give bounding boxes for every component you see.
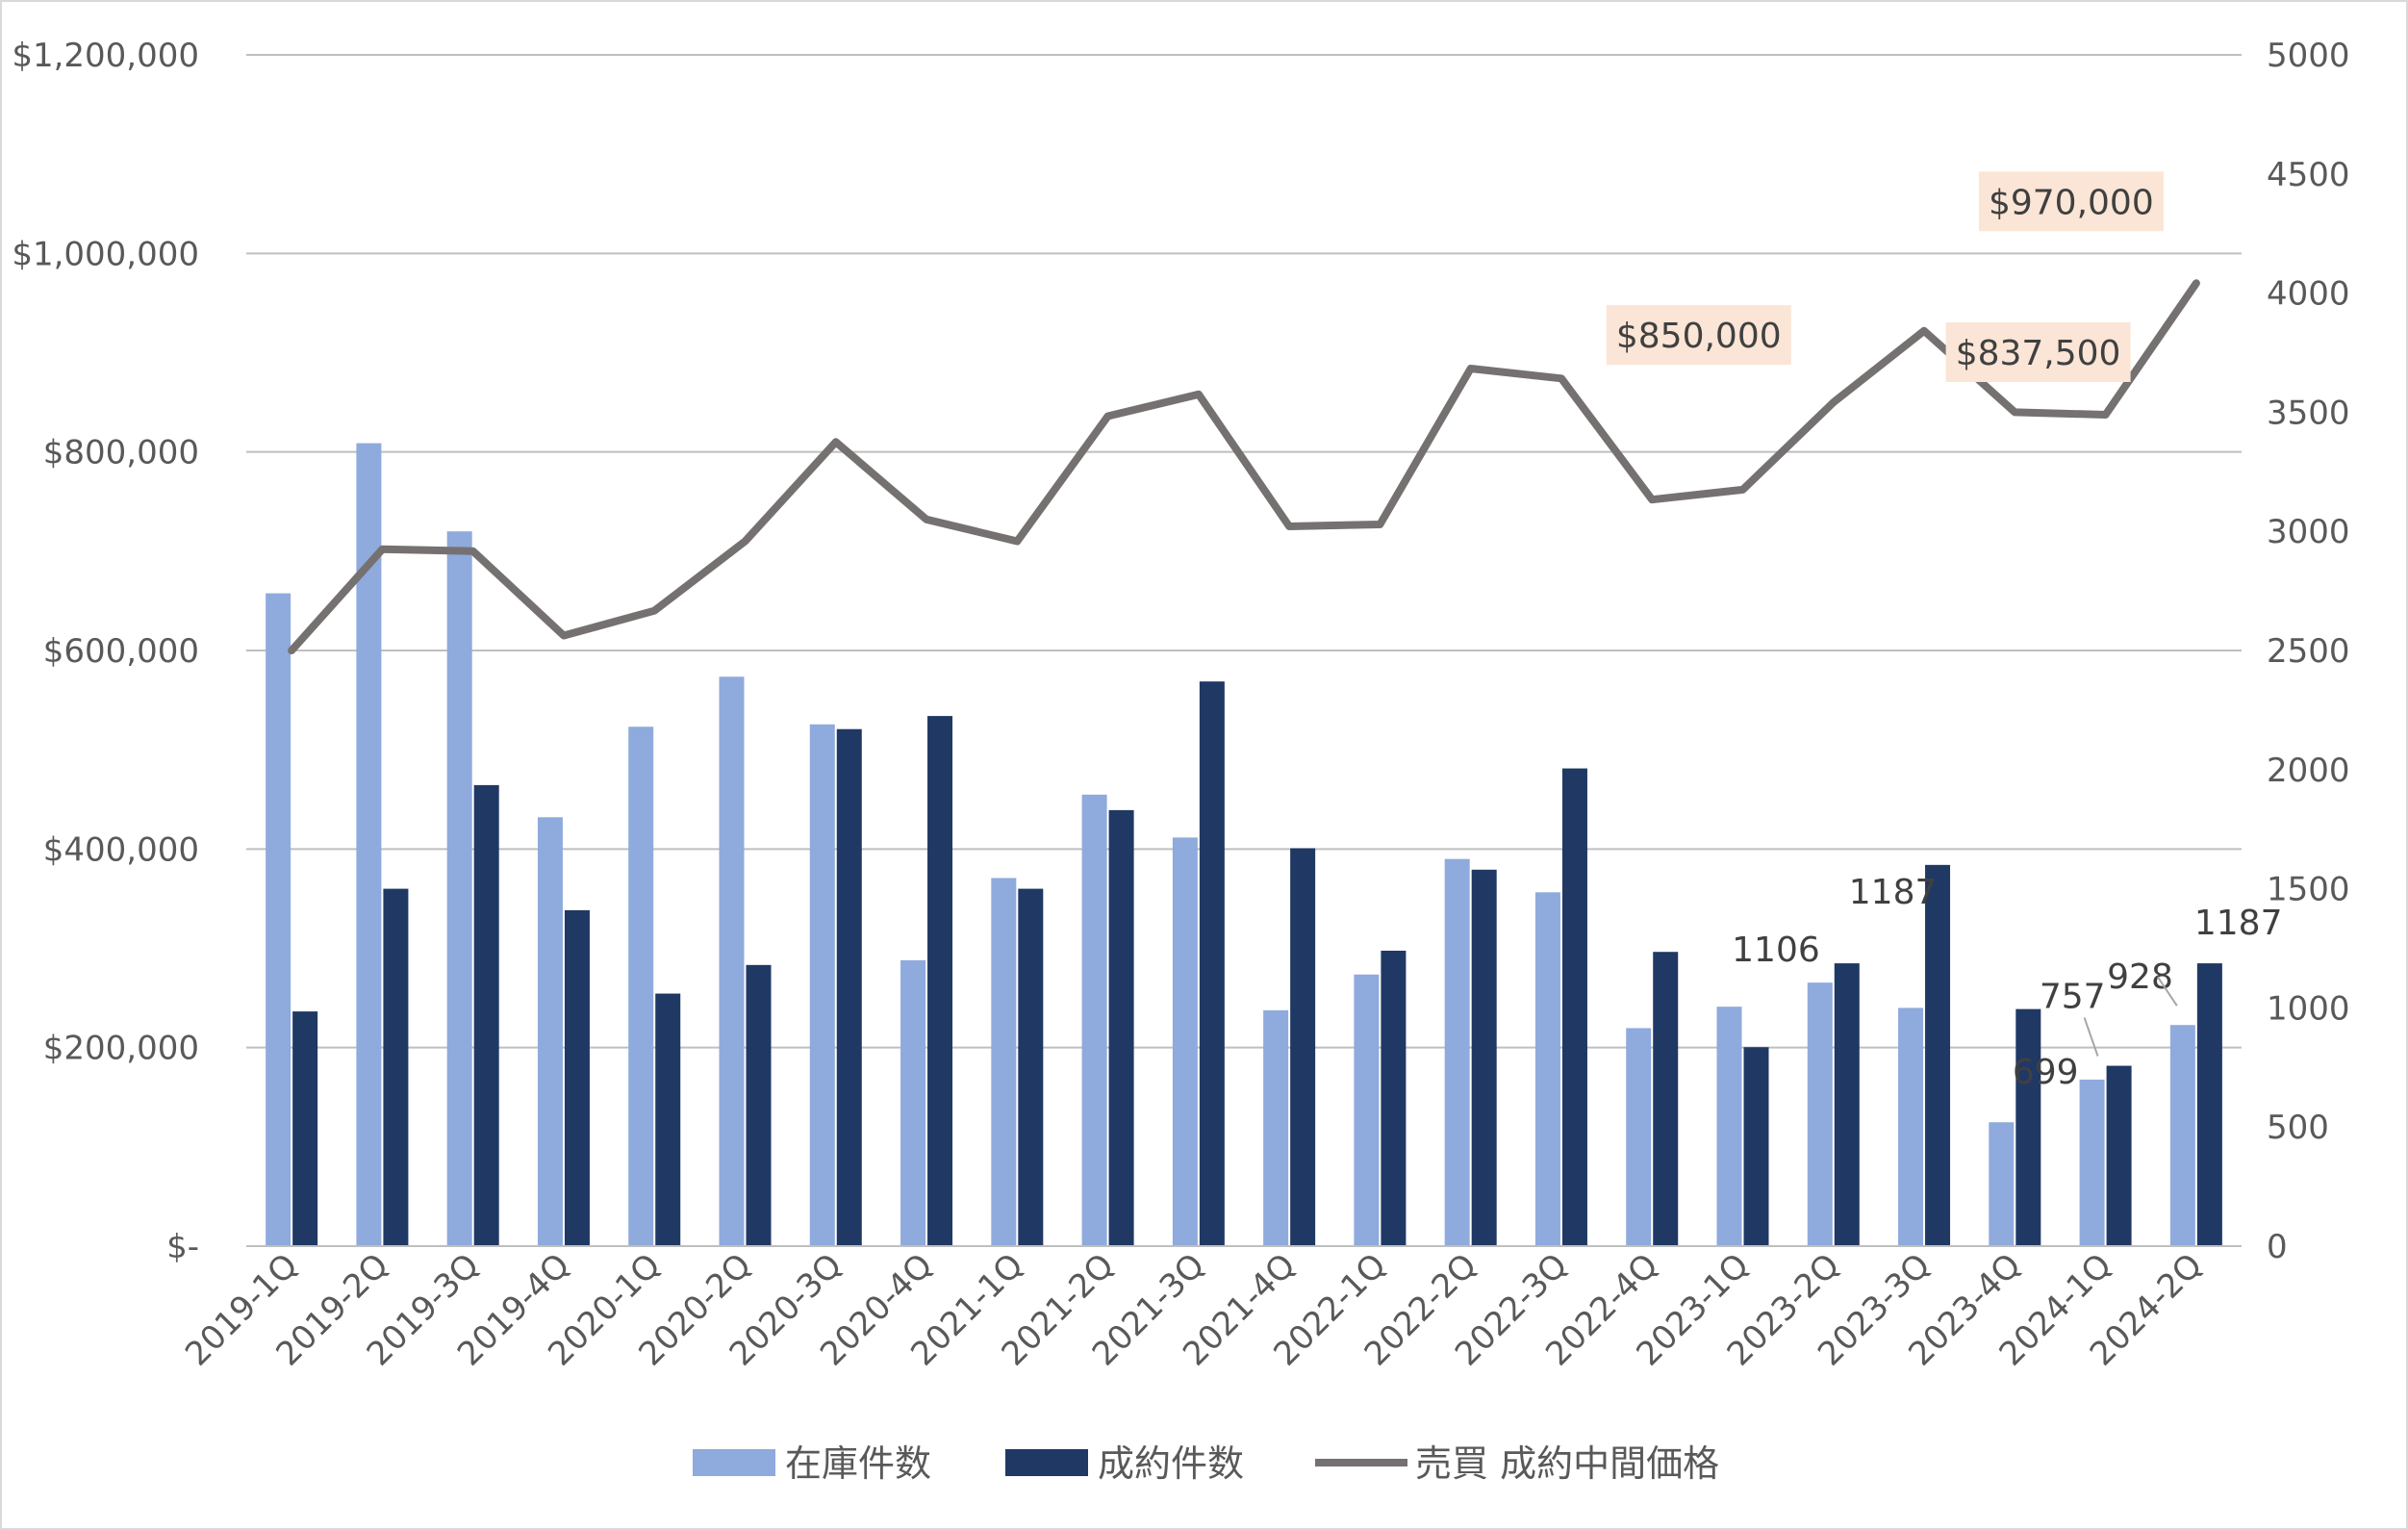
bar-inventory-2020-4Q <box>900 959 926 1246</box>
median-price-line <box>288 279 2200 654</box>
right-axis-tick-label: 4000 <box>2267 275 2350 314</box>
right-axis-tick-label: 1000 <box>2267 989 2350 1028</box>
bar-closed-2019-3Q <box>473 784 499 1246</box>
bar-closed-2021-2Q <box>1108 809 1134 1246</box>
bar-inventory-2021-4Q <box>1263 1009 1289 1246</box>
bar-closed-2020-3Q <box>836 728 862 1246</box>
left-axis-tick-label: $1,000,000 <box>12 235 199 273</box>
bar-closed-2021-3Q <box>1199 681 1225 1246</box>
bar-closed-2022-2Q <box>1471 869 1497 1246</box>
bar-closed-2020-4Q <box>927 716 953 1246</box>
right-axis-tick-label: 2500 <box>2267 632 2350 671</box>
price-callout-label: $970,000 <box>1989 183 2154 222</box>
bar-closed-2021-1Q <box>1018 888 1044 1246</box>
left-axis-tick-label: $- <box>166 1228 199 1266</box>
count-data-label: 757 <box>2040 978 2106 1017</box>
bar-inventory-2019-1Q <box>266 593 291 1246</box>
bar-inventory-2023-3Q <box>1898 1007 1924 1246</box>
legend-entry-label: 売買 成約中間価格 <box>1415 1442 1719 1485</box>
price-callout-label: $837,500 <box>1956 334 2121 373</box>
bar-inventory-2023-1Q <box>1716 1007 1742 1246</box>
left-axis-tick-label: $600,000 <box>43 632 199 671</box>
bar-closed-2020-1Q <box>655 993 681 1246</box>
bar-closed-2023-4Q <box>2015 1008 2041 1246</box>
bar-inventory-2023-4Q <box>1989 1122 2015 1246</box>
leader-line <box>2083 1017 2099 1057</box>
count-data-label: 699 <box>2013 1053 2079 1092</box>
right-axis-tick-label: 5000 <box>2267 37 2350 75</box>
bar-inventory-2021-2Q <box>1081 794 1107 1246</box>
count-data-label: 1187 <box>1849 873 1938 912</box>
bar-inventory-2024-1Q <box>2079 1079 2105 1246</box>
leader-line <box>2157 976 2178 1007</box>
price-callout-label: $850,000 <box>1616 317 1782 356</box>
right-axis-tick-label: 0 <box>2267 1228 2288 1266</box>
bar-closed-2020-2Q <box>746 964 772 1246</box>
bar-closed-2022-1Q <box>1381 950 1407 1246</box>
legend-entry-label: 成約件数 <box>1098 1442 1244 1485</box>
bar-series <box>266 443 2222 1246</box>
bar-closed-2021-4Q <box>1290 848 1316 1246</box>
price-callout-box <box>1978 171 2164 232</box>
left-axis-tick-label: $1,200,000 <box>12 37 199 75</box>
price-callout-box <box>1945 321 2131 382</box>
bar-closed-2023-2Q <box>1834 963 1860 1246</box>
bar-closed-2019-4Q <box>564 909 590 1246</box>
price-callout-box <box>1606 305 1791 366</box>
legend: 在庫件数 成約件数 売買 成約中間価格 <box>693 1442 1719 1485</box>
bar-closed-2019-2Q <box>383 888 409 1246</box>
right-axis-tick-label: 500 <box>2267 1109 2329 1147</box>
bar-inventory-2022-2Q <box>1444 858 1470 1246</box>
bar-closed-2024-1Q <box>2106 1065 2132 1246</box>
left-axis-tick-label: $200,000 <box>43 1030 199 1068</box>
bar-inventory-2021-1Q <box>991 878 1017 1246</box>
right-axis-tick-label: 1500 <box>2267 871 2350 909</box>
bar-closed-2022-4Q <box>1653 952 1679 1246</box>
left-axis-tick-label: $800,000 <box>43 434 199 472</box>
right-axis-tick-label: 3500 <box>2267 394 2350 432</box>
count-data-label: 928 <box>2107 957 2173 997</box>
bar-inventory-2022-1Q <box>1354 974 1380 1246</box>
bar-closed-2022-3Q <box>1561 768 1587 1246</box>
count-data-label: 1187 <box>2194 904 2283 943</box>
bar-closed-2024-2Q <box>2196 963 2222 1246</box>
bar-inventory-2021-3Q <box>1172 837 1198 1246</box>
left-axis-tick-label: $400,000 <box>43 830 199 869</box>
data-labels: 1106 1187 699 757 928 1187 $850,000 $837,500 $97… <box>1606 171 2283 1092</box>
bar-inventory-2020-2Q <box>719 676 745 1246</box>
bar-closed-2023-3Q <box>1925 864 1951 1246</box>
bar-closed-2019-1Q <box>292 1011 318 1246</box>
bar-inventory-2020-1Q <box>628 727 654 1246</box>
bar-closed-2023-1Q <box>1743 1047 1769 1246</box>
legend-swatch <box>1005 1449 1088 1476</box>
bar-inventory-2020-3Q <box>809 724 835 1246</box>
right-axis-tick-label: 2000 <box>2267 752 2350 790</box>
right-axis-tick-label: 4500 <box>2267 156 2350 194</box>
bar-inventory-2024-2Q <box>2169 1025 2195 1246</box>
bar-inventory-2019-3Q <box>446 531 472 1246</box>
legend-swatch <box>693 1449 775 1476</box>
bar-inventory-2023-2Q <box>1807 982 1833 1246</box>
count-data-label: 1106 <box>1732 931 1820 970</box>
line-series <box>288 279 2200 654</box>
bar-inventory-2022-3Q <box>1534 892 1560 1246</box>
right-axis-tick-label: 3000 <box>2267 513 2350 551</box>
legend-entry-label: 在庫件数 <box>785 1442 931 1485</box>
bar-inventory-2019-4Q <box>537 817 563 1246</box>
bar-inventory-2022-4Q <box>1626 1028 1652 1246</box>
